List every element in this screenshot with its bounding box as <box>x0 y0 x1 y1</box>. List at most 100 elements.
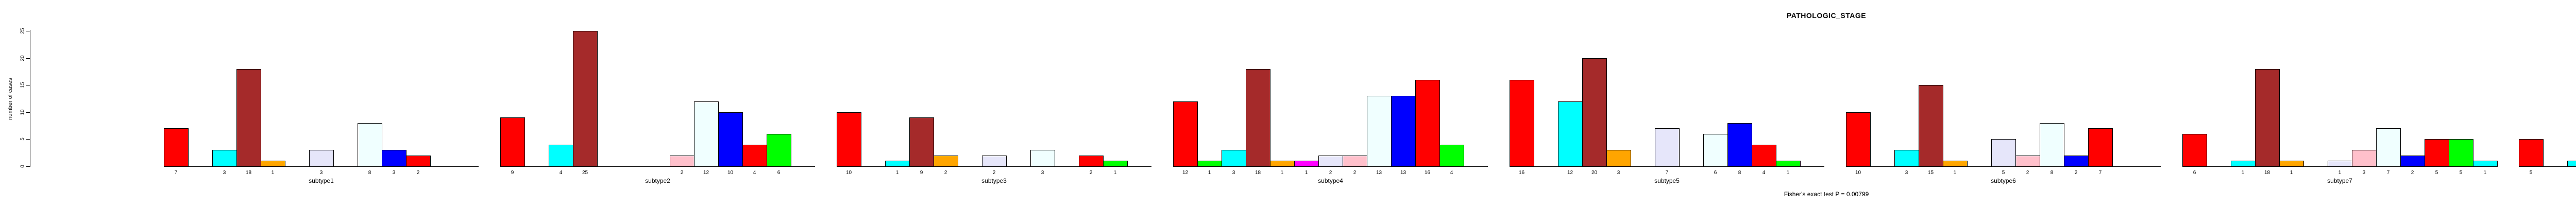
group-label-subtype7: subtype7 <box>2327 177 2352 184</box>
bar-subtype6-stage-ii <box>1894 150 1919 167</box>
group-label-subtype5: subtype5 <box>1654 177 1680 184</box>
bar-subtype4-stage-i <box>1173 101 1198 167</box>
y-axis-tick <box>26 166 30 167</box>
bar-subtype7-stage-iiic <box>2400 156 2425 167</box>
bar-subtype4-stage-iiib <box>1367 96 1392 167</box>
bar-subtype3-stage-iv <box>1079 156 1104 167</box>
bar-subtype6-stage-i <box>1846 112 1871 167</box>
bar-count-label: 8 <box>2050 170 2054 176</box>
bar-count-label: 3 <box>392 170 396 176</box>
y-axis-tick <box>26 112 30 113</box>
stat-test-caption: Fisher's exact test P = 0.00799 <box>1784 191 1869 198</box>
bar-count-label: 3 <box>2362 170 2366 176</box>
bar-subtype2-stage-iiib <box>694 101 719 167</box>
group-label-subtype4: subtype4 <box>1318 177 1343 184</box>
bar-count-label: 2 <box>992 170 996 176</box>
bar-subtype3-stage-iia <box>909 117 934 167</box>
bar-count-label: 7 <box>2098 170 2102 176</box>
bar-count-label: 1 <box>2290 170 2293 176</box>
bar-count-label: 3 <box>1617 170 1620 176</box>
x-axis-segment <box>2519 166 2576 167</box>
bar-count-label: 4 <box>753 170 756 176</box>
bar-subtype3-stage-iii <box>982 156 1007 167</box>
y-axis-title: number of cases <box>7 77 13 120</box>
y-axis-tick <box>26 58 30 59</box>
bar-count-label: 4 <box>1450 170 1453 176</box>
bar-subtype4-stage-iiic <box>1391 96 1416 167</box>
bar-subtype4-stage-ii <box>1222 150 1246 167</box>
bar-count-label: 7 <box>1665 170 1669 176</box>
bar-subtype5-stage-iiic <box>1727 123 1752 167</box>
bar-subtype6-stage-iii <box>1991 139 2016 167</box>
bar-subtype2-stage-iv <box>742 145 767 167</box>
bar-count-label: 18 <box>1255 170 1261 176</box>
bar-subtype5-stage-iv <box>1752 145 1776 167</box>
bar-subtype1-stage-iiib <box>358 123 382 167</box>
group-label-subtype6: subtype6 <box>1991 177 2016 184</box>
bar-count-label: 13 <box>1400 170 1406 176</box>
bar-count-label: 3 <box>1232 170 1235 176</box>
bar-count-label: 18 <box>245 170 252 176</box>
bar-count-label: 1 <box>1304 170 1308 176</box>
bar-subtype6-stage-iia <box>1919 85 1943 167</box>
bar-count-label: 12 <box>1182 170 1189 176</box>
bar-count-label: 2 <box>944 170 947 176</box>
y-axis-tick-label: 10 <box>20 109 26 115</box>
bar-subtype1-stage-i <box>164 128 189 167</box>
bar-subtype1-stage-iii <box>309 150 334 167</box>
bar-count-label: 13 <box>1376 170 1382 176</box>
bar-subtype5-stage-iva <box>1776 161 1801 167</box>
bar-subtype7-stage-ivb <box>2473 161 2498 167</box>
bar-count-label: 3 <box>1905 170 1908 176</box>
bar-subtype7-stage-iia <box>2255 69 2280 167</box>
bar-subtype1-stage-iia <box>236 69 261 167</box>
y-axis-tick-label: 15 <box>20 82 26 88</box>
bar-count-label: 1 <box>2338 170 2342 176</box>
bar-count-label: 9 <box>920 170 923 176</box>
chart-title: PATHOLOGIC_STAGE <box>1786 11 1867 20</box>
bar-subtype7-stage-iva <box>2449 139 2473 167</box>
bar-subtype6-stage-iv <box>2088 128 2113 167</box>
bar-count-label: 12 <box>1567 170 1573 176</box>
bar-subtype4-stage-iii <box>1318 156 1343 167</box>
bar-count-label: 2 <box>2026 170 2029 176</box>
group-label-subtype3: subtype3 <box>981 177 1007 184</box>
bar-count-label: 2 <box>2411 170 2414 176</box>
bar-subtype4-stage-iia <box>1246 69 1270 167</box>
bar-subtype4-stage-ia <box>1197 161 1222 167</box>
bar-count-label: 1 <box>271 170 275 176</box>
bar-count-label: 15 <box>1927 170 1934 176</box>
bar-subtype1-stage-iib <box>261 161 285 167</box>
bar-count-label: 1 <box>1113 170 1117 176</box>
bar-count-label: 6 <box>777 170 781 176</box>
bar-count-label: 4 <box>559 170 563 176</box>
bar-count-label: 2 <box>680 170 684 176</box>
bar-count-label: 6 <box>1714 170 1717 176</box>
bar-subtype5-stage-i <box>1510 80 1534 167</box>
bar-subtype6-stage-iiia <box>2015 156 2040 167</box>
bar-subtype3-stage-iib <box>934 156 958 167</box>
bar-subtype3-stage-iiib <box>1030 150 1055 167</box>
bar-count-label: 18 <box>2264 170 2270 176</box>
bar-subtype5-stage-iiib <box>1703 134 1728 167</box>
bar-subtype5-stage-iia <box>1582 58 1607 167</box>
bar-subtype7-stage-i <box>2182 134 2207 167</box>
bar-count-label: 10 <box>845 170 852 176</box>
x-axis-segment <box>500 166 815 167</box>
bar-count-label: 10 <box>727 170 734 176</box>
bar-subtype7-stage-iiia <box>2352 150 2377 167</box>
bar-subtype3-stage-i <box>837 112 861 167</box>
bar-subtype7-stage-iib <box>2279 161 2304 167</box>
bar-subtype1-stage-iv <box>406 156 431 167</box>
bar-subtype5-stage-iii <box>1655 128 1680 167</box>
bar-count-label: 3 <box>1041 170 1044 176</box>
bar-subtype3-stage-ii <box>885 161 910 167</box>
bar-subtype6-stage-iiib <box>2040 123 2064 167</box>
y-axis-tick-label: 0 <box>20 165 26 168</box>
bar-subtype4-stage-iic <box>1294 161 1319 167</box>
y-axis-tick-label: 20 <box>20 55 26 61</box>
bar-count-label: 1 <box>1208 170 1211 176</box>
group-label-subtype1: subtype1 <box>309 177 334 184</box>
bar-subtype5-stage-ii <box>1558 101 1583 167</box>
bar-count-label: 1 <box>895 170 899 176</box>
